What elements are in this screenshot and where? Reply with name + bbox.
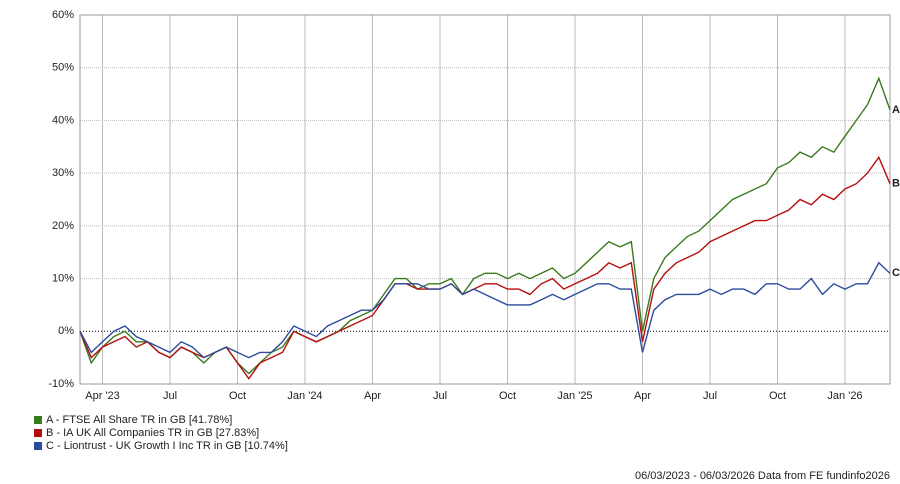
legend-label: C - Liontrust - UK Growth I Inc TR in GB… bbox=[46, 440, 288, 452]
y-tick-label: -10% bbox=[48, 378, 74, 390]
x-tick-label: Apr '23 bbox=[85, 390, 120, 402]
footer: 06/03/2023 - 06/03/2026 Data from FE fun… bbox=[635, 470, 890, 482]
legend-swatch bbox=[34, 416, 42, 424]
y-tick-label: 20% bbox=[52, 220, 74, 232]
legend-swatch bbox=[34, 429, 42, 437]
x-tick-label: Apr bbox=[634, 390, 651, 402]
series-line bbox=[79, 261, 891, 359]
y-tick-label: 0% bbox=[58, 325, 74, 337]
end-label: A bbox=[892, 104, 900, 116]
legend-swatch bbox=[34, 442, 42, 450]
x-tick-label: Jul bbox=[703, 390, 717, 402]
y-tick-label: 10% bbox=[52, 272, 74, 284]
y-tick-label: 30% bbox=[52, 167, 74, 179]
x-tick-label: Jul bbox=[163, 390, 177, 402]
x-tick-label: Oct bbox=[499, 390, 516, 402]
y-tick-label: 50% bbox=[52, 62, 74, 74]
legend-label: B - IA UK All Companies TR in GB [27.83%… bbox=[46, 427, 259, 439]
x-tick-label: Oct bbox=[769, 390, 786, 402]
x-tick-label: Oct bbox=[229, 390, 246, 402]
y-tick-label: 40% bbox=[52, 114, 74, 126]
end-label: C bbox=[892, 267, 900, 279]
x-tick-label: Jul bbox=[433, 390, 447, 402]
x-tick-label: Jan '24 bbox=[287, 390, 322, 402]
x-tick-label: Jan '25 bbox=[557, 390, 592, 402]
plot-frame bbox=[79, 14, 891, 385]
x-tick-label: Jan '26 bbox=[827, 390, 862, 402]
legend-label: A - FTSE All Share TR in GB [41.78%] bbox=[46, 414, 232, 426]
x-tick-label: Apr bbox=[364, 390, 381, 402]
series-line bbox=[79, 155, 891, 380]
y-tick-label: 60% bbox=[52, 9, 74, 21]
end-label: B bbox=[892, 178, 900, 190]
